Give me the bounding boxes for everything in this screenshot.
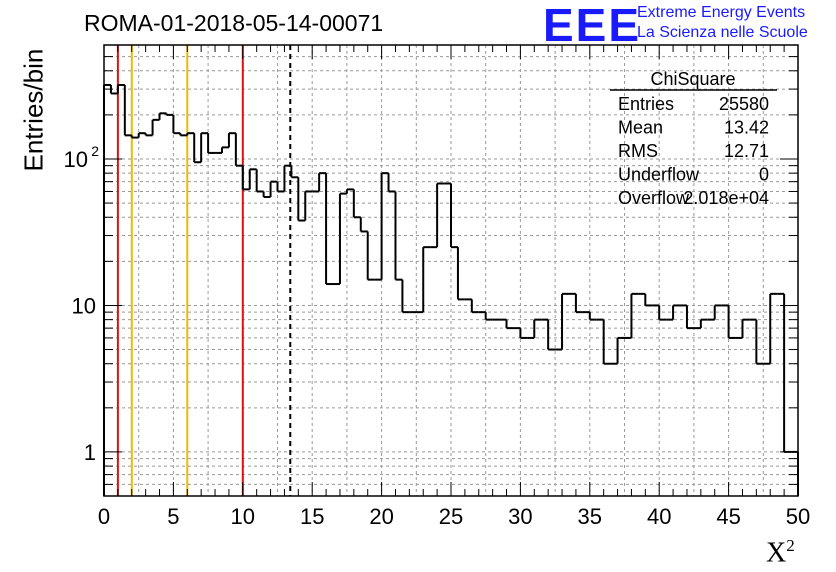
marker-lines bbox=[116, 45, 292, 496]
x-tick-label: 40 bbox=[647, 504, 671, 529]
logo-caption: Extreme Energy Events La Scienza nelle S… bbox=[637, 3, 808, 43]
x-tick-label: 25 bbox=[439, 504, 463, 529]
y-tick-label: 10 bbox=[64, 147, 88, 172]
stats-label: Mean bbox=[618, 118, 663, 138]
x-tick-label: 0 bbox=[98, 504, 110, 529]
chart-title: ROMA-01-2018-05-14-00071 bbox=[84, 10, 384, 36]
eee-logo: EEE bbox=[543, 0, 642, 51]
x-axis-label-main: X bbox=[766, 537, 787, 569]
x-tick-label: 50 bbox=[786, 504, 810, 529]
stats-label: RMS bbox=[618, 141, 658, 161]
stats-value: 0 bbox=[759, 165, 769, 185]
stats-value: 13.42 bbox=[724, 118, 769, 138]
x-tick-label: 20 bbox=[369, 504, 393, 529]
stats-box-title: ChiSquare bbox=[650, 69, 735, 89]
logo-line-1: Extreme Energy Events bbox=[637, 4, 806, 21]
x-tick-label: 30 bbox=[508, 504, 532, 529]
x-tick-label: 10 bbox=[231, 504, 255, 529]
stats-box: ChiSquare Entries 25580 Mean 13.42 RMS 12.71 Un… bbox=[610, 69, 777, 208]
grid-layer bbox=[103, 44, 799, 497]
x-tick-label: 15 bbox=[300, 504, 324, 529]
stats-label: Entries bbox=[618, 94, 674, 114]
stats-value: 25580 bbox=[719, 94, 769, 114]
x-axis-label: X2 bbox=[766, 536, 795, 569]
x-tick-label: 35 bbox=[578, 504, 602, 529]
histogram bbox=[103, 83, 799, 496]
x-tick-label: 45 bbox=[716, 504, 740, 529]
y-tick-label-exponent: 2 bbox=[91, 143, 99, 159]
y-tick-label: 1 bbox=[84, 440, 96, 465]
stats-value: 2.018e+04 bbox=[683, 188, 769, 208]
y-tick-label: 10 bbox=[72, 293, 96, 318]
stats-label: Underflow bbox=[618, 165, 700, 185]
x-tick-label: 5 bbox=[167, 504, 179, 529]
logo-line-2: La Scienza nelle Scuole bbox=[637, 24, 808, 41]
y-axis-label: Entries/bin bbox=[18, 48, 49, 172]
x-axis-label-sup: 2 bbox=[786, 536, 795, 555]
stats-value: 12.71 bbox=[724, 141, 769, 161]
stats-label: Overflow bbox=[618, 188, 690, 208]
